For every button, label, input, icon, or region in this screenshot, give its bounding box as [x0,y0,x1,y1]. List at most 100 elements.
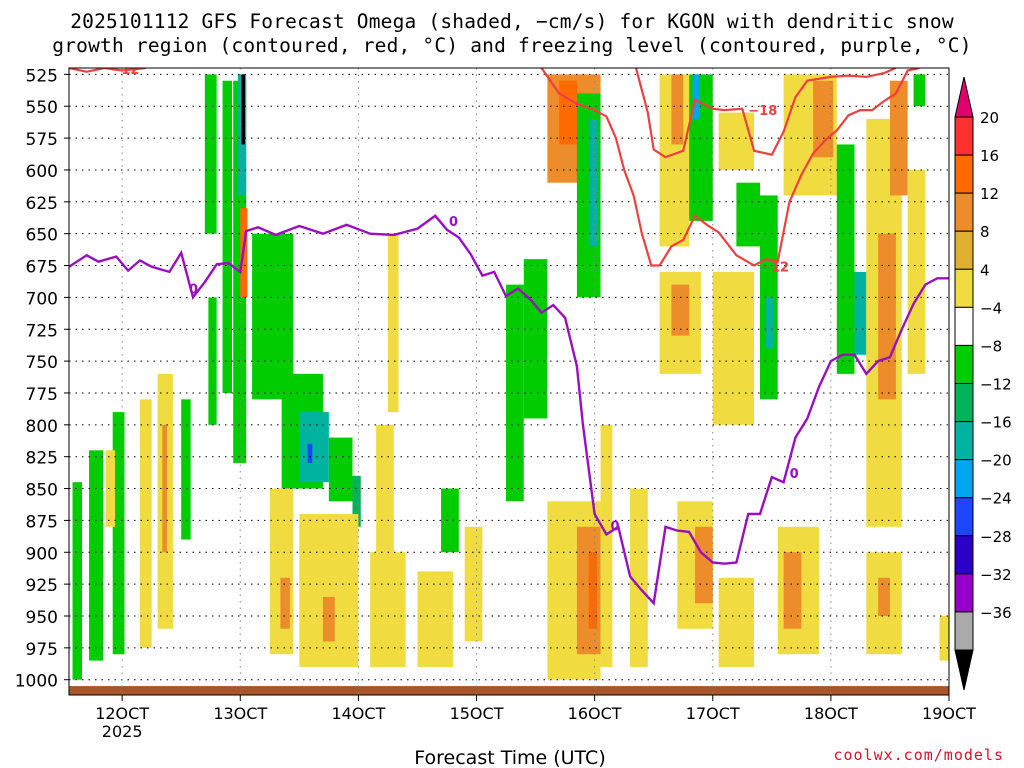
omega-cell [322,596,335,642]
omega-cell [105,450,116,527]
omega-cell [913,74,926,107]
plot-frame [68,67,950,696]
omega-cell [692,74,700,119]
colorbar-label: −36 [980,604,1012,622]
colorbar-label: −20 [980,452,1012,470]
colorbar-swatch [954,230,974,270]
colorbar-label: −24 [980,490,1012,508]
omega-cell [783,552,802,629]
colorbar-label: 20 [980,109,999,127]
colorbar-swatch [954,497,974,537]
omega-cell [181,399,191,540]
y-tick-label: 550 [26,98,58,118]
dgz-contour-label: −18 [748,104,777,119]
chart-title-line-1: 2025101112 GFS Forecast Omega (shaded, −… [70,10,954,33]
omega-cell [523,259,548,419]
omega-cell [307,443,313,464]
colorbar-swatch [954,535,974,575]
colorbar-label: 16 [980,147,999,165]
colorbar-swatch [954,611,974,651]
omega-cell [718,112,755,170]
omega-cell [280,577,290,629]
omega-cell [588,552,597,629]
omega-cell [328,437,353,502]
y-tick-label: 675 [26,258,58,278]
omega-cell [387,233,399,413]
x-tick-label: 13OCT [213,704,267,723]
y-tick-label: 900 [26,544,58,564]
dgz-contour [69,68,146,73]
y-tick-label: 875 [26,512,58,532]
y-tick-label: 925 [26,576,58,596]
omega-cell [718,577,755,667]
y-tick-label: 650 [26,226,58,246]
omega-cell [269,488,294,655]
omega-cell [241,74,245,145]
y-tick-label: 775 [26,385,58,405]
omega-cell [836,144,855,374]
omega-cell [765,297,775,349]
colorbar-bottom-arrow [954,649,974,691]
omega-cell [299,514,359,667]
y-tick-label: 700 [26,289,58,309]
colorbar-label: 4 [980,261,990,279]
y-tick-label: 600 [26,162,58,182]
omega-cell [162,424,168,553]
y-tick-label: 725 [26,321,58,341]
y-tick-label: 575 [26,130,58,150]
y-tick-label: 750 [26,353,58,373]
omega-shading [72,74,949,680]
y-tick-label: 625 [26,194,58,214]
omega-cell [736,182,761,247]
omega-cell [588,118,599,247]
colorbar-top-arrow [954,76,974,118]
omega-cell [376,424,394,553]
omega-cell [889,80,908,196]
omega-cell [464,526,483,642]
colorbar-label: −12 [980,376,1012,394]
dgz-contour [634,68,897,159]
x-tick-label: 19OCT [922,704,976,723]
y-tick-label: 825 [26,449,58,469]
y-tick-label: 1000 [15,672,58,692]
freezing-level-label: 0 [790,467,799,482]
x-tick-label: 12OCT [95,704,149,723]
source-credit: coolwx.com/models [833,746,1004,764]
colorbar-label: 8 [980,223,990,241]
omega-cell [907,169,926,374]
y-tick-label: 800 [26,417,58,437]
omega-cell [559,80,577,145]
omega-cell [712,271,755,425]
x-tick-label: 18OCT [804,704,858,723]
colorbar-label: −32 [980,566,1012,584]
y-tick-label: 525 [26,66,58,86]
colorbar-label: −8 [980,337,1002,355]
colorbar-swatch [954,154,974,194]
omega-cell [299,412,329,483]
omega-cell [252,233,294,400]
omega-cell [441,488,459,553]
dgz-contour-label: −12 [110,63,139,78]
colorbar-label: −4 [980,299,1002,317]
colorbar-swatch [954,344,974,384]
contour-layer: −12 −12 −18 0 0 0 0 [69,63,949,606]
omega-cell [695,526,713,604]
x-axis-label: Forecast Time (UTC) [414,747,605,768]
y-tick-label: 950 [26,608,58,628]
omega-cell [671,74,684,145]
omega-cell [878,577,890,616]
freezing-level-line [69,214,949,606]
y-tick-label: 850 [26,481,58,501]
y-tick-label: 975 [26,640,58,660]
omega-cell [72,482,82,680]
omega-cell [370,552,406,667]
omega-cell [854,271,867,355]
omega-cell [222,80,233,393]
colorbar-swatch [954,192,974,232]
colorbar-swatch [954,116,974,156]
colorbar-swatch [954,421,974,461]
omega-cell [506,284,524,502]
omega-cell [139,399,152,648]
